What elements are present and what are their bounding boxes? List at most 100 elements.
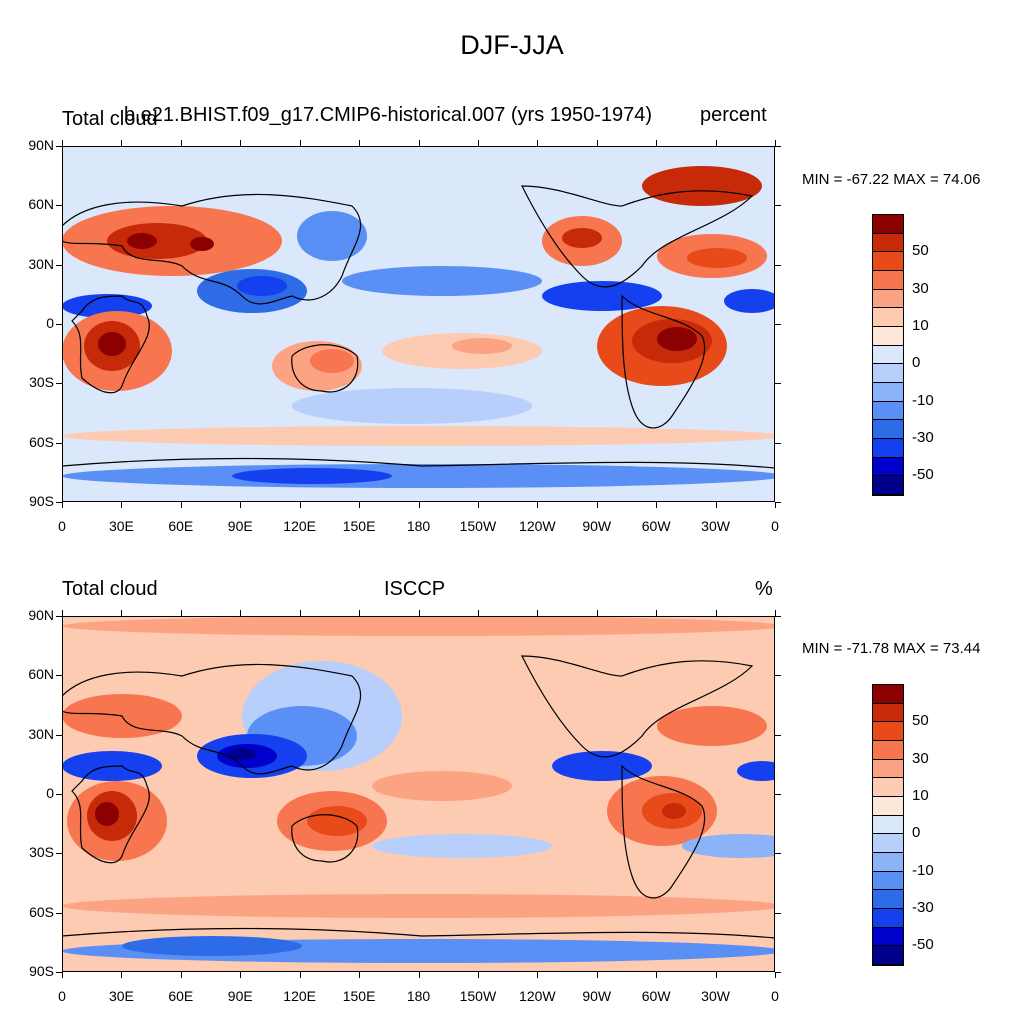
lat-tick-mark bbox=[775, 205, 781, 207]
lon-tick-mark bbox=[359, 972, 361, 978]
lon-tick-mark bbox=[121, 972, 123, 978]
colorbar-swatch bbox=[873, 289, 903, 309]
colorbar-tick-label: 10 bbox=[912, 787, 929, 804]
colorbar-tick-label: -30 bbox=[912, 429, 934, 446]
colorbar-swatch bbox=[873, 778, 903, 797]
lat-tick-label: 60S bbox=[29, 903, 54, 920]
panel1-field bbox=[62, 166, 775, 488]
lon-tick-label: 30W bbox=[701, 988, 730, 1004]
colorbar-tick-label: 30 bbox=[912, 749, 929, 767]
lon-tick-mark bbox=[775, 502, 776, 508]
lat-tick-mark bbox=[56, 972, 62, 973]
lat-tick-mark bbox=[56, 853, 62, 855]
colorbar-swatch bbox=[873, 740, 903, 760]
lon-tick-mark bbox=[62, 502, 63, 508]
lon-tick-mark bbox=[359, 610, 361, 616]
lat-tick-mark bbox=[56, 205, 62, 207]
lon-tick-mark bbox=[715, 972, 717, 978]
colorbar-swatch bbox=[873, 890, 903, 909]
panel1-colorbar bbox=[872, 214, 904, 496]
lon-tick-mark bbox=[121, 610, 123, 616]
lon-tick-mark bbox=[121, 140, 123, 146]
lon-tick-mark bbox=[62, 610, 63, 616]
lon-tick-mark bbox=[299, 972, 301, 978]
lat-tick-mark bbox=[775, 972, 781, 973]
colorbar-swatch bbox=[873, 908, 903, 928]
lon-tick-label: 0 bbox=[771, 988, 779, 1004]
colorbar-tick-label: 30 bbox=[912, 279, 929, 297]
lon-tick-mark bbox=[715, 502, 717, 508]
lon-tick-label: 60E bbox=[168, 518, 194, 534]
lon-tick-label: 120E bbox=[283, 988, 316, 1004]
lon-tick-mark bbox=[62, 972, 63, 978]
lon-tick-mark bbox=[121, 502, 123, 508]
colorbar-tick-label: 50 bbox=[912, 242, 929, 260]
panel1-right-label: percent bbox=[700, 104, 767, 126]
lat-tick-label: 90N bbox=[28, 137, 54, 153]
lat-tick-mark bbox=[775, 853, 781, 855]
colorbar-swatch bbox=[873, 703, 903, 723]
lon-tick-label: 120W bbox=[519, 518, 556, 534]
colorbar-tick-label: -50 bbox=[912, 936, 934, 954]
lon-tick-label: 150E bbox=[342, 988, 376, 1004]
lat-tick-label: 30S bbox=[29, 844, 54, 861]
lon-tick-mark bbox=[537, 140, 539, 146]
lon-tick-mark bbox=[418, 140, 420, 146]
lat-tick-mark bbox=[56, 616, 62, 617]
lon-tick-mark bbox=[299, 502, 301, 508]
lon-tick-mark bbox=[596, 502, 598, 508]
lon-tick-label: 150W bbox=[459, 988, 497, 1004]
colorbar-swatch bbox=[873, 685, 903, 704]
lat-tick-label: 30S bbox=[29, 374, 54, 391]
colorbar-swatch bbox=[873, 270, 903, 290]
lat-tick-mark bbox=[775, 794, 781, 795]
colorbar-swatch bbox=[873, 852, 903, 872]
lon-tick-label: 90W bbox=[582, 988, 612, 1004]
lon-tick-mark bbox=[715, 140, 717, 146]
colorbar-swatch bbox=[873, 796, 903, 816]
lon-tick-mark bbox=[715, 610, 717, 616]
lon-tick-mark bbox=[180, 972, 182, 978]
lat-tick-mark bbox=[775, 734, 781, 736]
lon-tick-mark bbox=[596, 972, 598, 978]
colorbar-tick-label: 50 bbox=[912, 712, 929, 730]
colorbar-swatch bbox=[873, 233, 903, 253]
lat-tick-mark bbox=[775, 912, 781, 914]
lon-tick-label: 30E bbox=[108, 518, 134, 534]
panel2-right-label: % bbox=[755, 578, 773, 600]
lon-tick-label: 0 bbox=[58, 988, 66, 1004]
lon-tick-label: 180 bbox=[406, 518, 431, 534]
lat-tick-mark bbox=[775, 616, 781, 617]
lon-tick-label: 30E bbox=[108, 988, 134, 1004]
panel2-min-max: MIN = -71.78 MAX = 73.44 bbox=[802, 640, 981, 657]
panel2-center-label: ISCCP bbox=[384, 578, 446, 600]
lon-tick-label: 180 bbox=[406, 988, 431, 1004]
lat-tick-mark bbox=[56, 734, 62, 736]
lon-tick-mark bbox=[537, 502, 539, 508]
lat-tick-mark bbox=[775, 324, 781, 325]
lon-tick-mark bbox=[359, 140, 361, 146]
lon-tick-label: 0 bbox=[58, 518, 66, 534]
colorbar-swatch bbox=[873, 815, 903, 835]
lon-tick-mark bbox=[537, 610, 539, 616]
lon-tick-mark bbox=[240, 502, 242, 508]
lat-tick-mark bbox=[56, 146, 62, 147]
lon-tick-mark bbox=[299, 140, 301, 146]
panel1-center-label: b.e21.BHIST.f09_g17.CMIP6-historical.007… bbox=[124, 104, 653, 126]
lon-tick-mark bbox=[477, 610, 479, 616]
lon-tick-mark bbox=[775, 972, 776, 978]
lon-tick-mark bbox=[477, 502, 479, 508]
lat-tick-label: 60N bbox=[28, 196, 54, 213]
colorbar-tick-label: 0 bbox=[912, 354, 921, 372]
colorbar-swatch bbox=[873, 834, 903, 853]
lon-tick-mark bbox=[537, 972, 539, 978]
lon-tick-mark bbox=[180, 140, 182, 146]
lon-tick-mark bbox=[299, 610, 301, 616]
colorbar-tick-label: 0 bbox=[912, 824, 921, 842]
lat-tick-mark bbox=[56, 912, 62, 914]
lat-tick-label: 90S bbox=[29, 963, 54, 979]
lon-tick-label: 60E bbox=[168, 988, 194, 1004]
lon-tick-mark bbox=[656, 610, 658, 616]
colorbar-swatch bbox=[873, 476, 903, 495]
lat-tick-label: 60S bbox=[29, 433, 54, 450]
